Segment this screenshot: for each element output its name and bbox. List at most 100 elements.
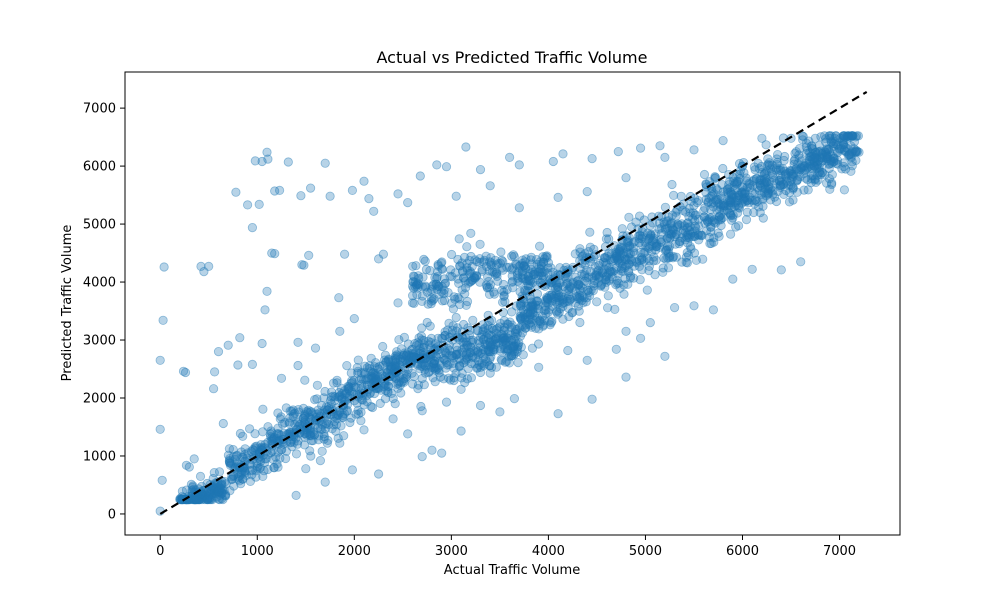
scatter-point xyxy=(564,296,574,306)
scatter-point xyxy=(604,275,614,286)
scatter-point xyxy=(463,364,473,374)
scatter-point xyxy=(619,289,629,299)
scatter-point xyxy=(656,229,667,239)
scatter-point xyxy=(645,233,655,243)
scatter-point xyxy=(342,360,352,371)
scatter-point xyxy=(843,131,854,141)
scatter-point xyxy=(788,183,798,193)
scatter-point xyxy=(563,278,573,288)
scatter-point xyxy=(300,429,310,439)
scatter-point xyxy=(762,166,772,176)
scatter-point xyxy=(502,333,512,343)
scatter-point xyxy=(758,213,768,223)
scatter-point xyxy=(757,133,767,143)
scatter-point xyxy=(525,310,535,320)
scatter-point xyxy=(456,426,466,436)
scatter-point xyxy=(629,261,639,271)
scatter-point xyxy=(591,271,602,281)
scatter-point xyxy=(781,169,791,179)
scatter-point xyxy=(635,143,646,153)
scatter-point xyxy=(798,131,808,142)
scatter-point xyxy=(631,217,641,227)
scatter-point xyxy=(452,355,462,365)
scatter-point xyxy=(645,317,655,328)
scatter-point xyxy=(671,252,682,262)
scatter-point xyxy=(704,232,715,242)
scatter-point xyxy=(395,380,405,390)
scatter-point xyxy=(656,237,666,247)
scatter-point xyxy=(649,252,659,262)
scatter-point xyxy=(300,375,310,385)
scatter-point xyxy=(824,144,834,154)
scatter-point xyxy=(668,251,679,262)
scatter-point xyxy=(707,186,717,196)
scatter-point xyxy=(372,363,383,373)
scatter-point xyxy=(623,237,633,247)
scatter-point xyxy=(606,249,617,259)
x-tick-label: 7000 xyxy=(823,544,856,559)
scatter-point xyxy=(553,292,564,302)
scatter-point xyxy=(689,145,699,155)
scatter-point xyxy=(193,494,203,505)
scatter-point xyxy=(509,252,519,262)
scatter-point xyxy=(544,276,554,286)
scatter-point xyxy=(302,430,312,440)
scatter-point xyxy=(451,368,461,378)
scatter-point xyxy=(713,194,723,204)
scatter-point xyxy=(407,344,417,355)
scatter-point xyxy=(655,141,665,151)
scatter-point xyxy=(493,276,503,286)
scatter-point xyxy=(443,343,453,354)
scatter-point xyxy=(496,247,506,257)
scatter-point xyxy=(495,346,505,356)
scatter-point xyxy=(487,323,497,334)
scatter-point xyxy=(539,315,550,326)
scatter-point xyxy=(565,282,575,292)
scatter-point xyxy=(515,287,525,297)
scatter-point xyxy=(817,149,827,159)
scatter-point xyxy=(453,349,464,359)
scatter-point xyxy=(330,392,340,402)
scatter-point xyxy=(459,337,469,347)
scatter-point xyxy=(415,171,425,181)
scatter-point xyxy=(613,147,623,157)
scatter-point xyxy=(760,177,770,187)
scatter-point xyxy=(232,450,242,460)
scatter-point xyxy=(699,206,709,216)
scatter-point xyxy=(822,144,832,154)
scatter-point xyxy=(483,324,493,334)
scatter-point xyxy=(426,333,436,343)
scatter-point xyxy=(473,350,483,360)
scatter-point xyxy=(508,344,518,354)
scatter-point xyxy=(609,266,619,276)
scatter-point xyxy=(775,170,786,180)
scatter-point xyxy=(718,199,729,209)
scatter-point xyxy=(509,346,520,357)
scatter-point xyxy=(759,169,769,179)
scatter-point xyxy=(243,448,253,458)
scatter-point xyxy=(776,265,786,275)
scatter-point xyxy=(750,165,760,175)
scatter-point xyxy=(706,204,716,214)
scatter-point xyxy=(518,321,528,332)
scatter-point xyxy=(157,475,167,485)
scatter-point xyxy=(571,291,582,301)
scatter-point xyxy=(677,228,688,238)
scatter-point xyxy=(451,342,462,352)
scatter-point xyxy=(431,362,441,372)
scatter-point xyxy=(354,375,364,385)
scatter-point xyxy=(778,164,788,174)
scatter-point xyxy=(407,344,417,354)
scatter-point xyxy=(526,322,537,332)
scatter-point xyxy=(813,163,824,173)
scatter-point xyxy=(706,222,716,232)
scatter-point xyxy=(423,336,434,346)
scatter-point xyxy=(801,142,812,152)
scatter-point xyxy=(676,191,686,201)
scatter-point xyxy=(830,133,840,143)
scatter-point xyxy=(369,388,379,399)
scatter-point xyxy=(775,181,785,191)
scatter-point xyxy=(403,347,413,358)
scatter-point xyxy=(801,138,812,148)
scatter-point xyxy=(816,132,826,142)
